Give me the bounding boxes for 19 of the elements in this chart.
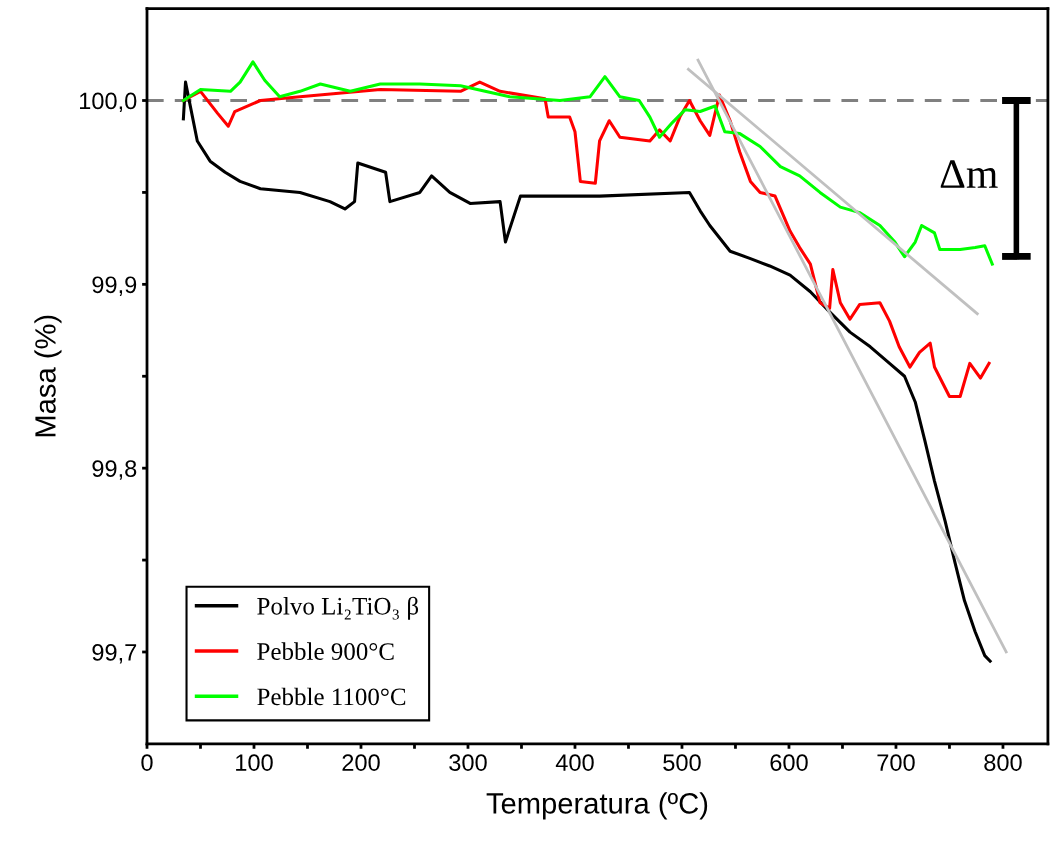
x-tick-label: 100: [236, 754, 273, 771]
legend-label: Pebble 1100°C: [257, 687, 406, 706]
x-tick-label: 400: [555, 754, 594, 771]
x-tick-label: 300: [449, 754, 487, 771]
y-tick-label: 99,7: [92, 644, 137, 664]
x-tick-label: 600: [770, 754, 808, 771]
y-tick-label: 99,9: [92, 276, 137, 296]
x-tick-label: 800: [984, 754, 1022, 771]
x-axis-title: Temperatura (ºC): [486, 792, 708, 820]
legend-label: Polvo Li₂TiO₃ β: [257, 596, 419, 620]
x-tick-label: 500: [663, 754, 701, 771]
y-axis-title: Masa (%): [34, 315, 62, 437]
legend-label: Pebble 900°C: [257, 642, 394, 660]
y-tick-label: 99,8: [92, 460, 137, 480]
x-tick-label: 0: [141, 754, 153, 771]
x-tick-label: 700: [877, 754, 915, 771]
annotation: Δm: [940, 160, 998, 188]
x-tick-label: 200: [342, 754, 380, 771]
y-tick-label: 100,0: [80, 92, 137, 113]
